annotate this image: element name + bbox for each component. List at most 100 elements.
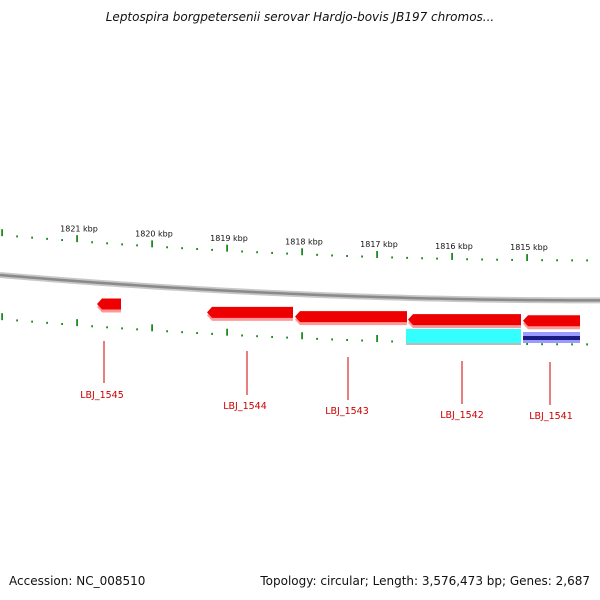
scale-labels: 1821 kbp 1820 kbp 1819 kbp 1818 kbp 1817 kbp… [60, 224, 548, 252]
feature-cyan-shadow [406, 343, 521, 345]
outer-tick-0 [1, 229, 3, 237]
gene-label-5: LBJ_1541 [529, 411, 573, 422]
outer-tick-37 [556, 259, 558, 262]
outer-tick-24 [361, 255, 363, 258]
topology-summary: Topology: circular; Length: 3,576,473 bp… [260, 574, 590, 588]
gene-arrow-1 [97, 298, 121, 310]
outer-tick-21 [316, 253, 318, 256]
scale-label-5: 1817 kbp [360, 240, 398, 249]
inner-tick-21 [316, 337, 318, 340]
inner-tick-18 [271, 335, 273, 338]
outer-tick-25 [376, 251, 378, 259]
gene-arrow-5 [523, 315, 580, 327]
outer-tick-22 [331, 254, 333, 257]
scale-label-3: 1819 kbp [210, 234, 248, 243]
inner-tick-38 [571, 343, 573, 346]
outer-tick-10 [151, 240, 153, 248]
scale-label-2: 1820 kbp [135, 229, 173, 238]
outer-tick-27 [406, 256, 408, 259]
gene-label-4: LBJ_1542 [440, 410, 484, 421]
gene-label-1: LBJ_1545 [80, 390, 124, 401]
inner-tick-20 [301, 332, 303, 340]
inner-tick-6 [91, 325, 93, 328]
backbone-outer [0, 272, 600, 304]
outer-tick-20 [301, 248, 303, 256]
scale-label-7: 1815 kbp [510, 243, 548, 252]
scale-ticks-outer [1, 229, 588, 262]
outer-tick-15 [226, 244, 228, 252]
accession-text: Accession: NC_008510 [9, 574, 146, 588]
inner-tick-26 [391, 340, 393, 343]
outer-tick-18 [271, 251, 273, 254]
outer-tick-30 [451, 252, 453, 260]
inner-tick-7 [106, 326, 108, 329]
outer-tick-8 [121, 243, 123, 246]
inner-tick-3 [46, 321, 48, 324]
scale-label-1: 1821 kbp [60, 224, 98, 233]
inner-tick-36 [541, 343, 543, 346]
inner-tick-37 [556, 343, 558, 346]
outer-tick-7 [106, 242, 108, 245]
inner-tick-16 [241, 334, 243, 337]
outer-tick-3 [46, 237, 48, 240]
gene-label-3: LBJ_1543 [325, 406, 369, 417]
gene-features [97, 298, 580, 345]
inner-tick-25 [376, 335, 378, 343]
inner-tick-13 [196, 332, 198, 335]
gene-label-2: LBJ_1544 [223, 401, 267, 412]
chromosome-backbone [0, 272, 600, 304]
inner-tick-19 [286, 336, 288, 339]
inner-tick-4 [61, 323, 63, 326]
inner-tick-1 [16, 319, 18, 322]
outer-tick-32 [481, 258, 483, 261]
outer-tick-36 [541, 259, 543, 262]
outer-tick-4 [61, 239, 63, 242]
scale-label-4: 1818 kbp [285, 237, 323, 246]
outer-tick-29 [436, 257, 438, 260]
inner-tick-10 [151, 324, 153, 332]
outer-tick-23 [346, 254, 348, 257]
outer-tick-28 [421, 257, 423, 260]
outer-tick-14 [211, 248, 213, 251]
outer-tick-12 [181, 247, 183, 250]
inner-tick-11 [166, 330, 168, 333]
outer-tick-1 [16, 235, 18, 238]
inner-tick-23 [346, 338, 348, 341]
inner-tick-9 [136, 328, 138, 331]
outer-tick-2 [31, 236, 33, 239]
scale-label-6: 1816 kbp [435, 242, 473, 251]
outer-tick-9 [136, 244, 138, 247]
outer-tick-31 [466, 258, 468, 261]
inner-tick-22 [331, 338, 333, 341]
outer-tick-16 [241, 250, 243, 253]
outer-tick-19 [286, 252, 288, 255]
inner-tick-0 [1, 313, 3, 321]
outer-tick-11 [166, 246, 168, 249]
inner-tick-12 [181, 331, 183, 334]
feature-navy [523, 336, 580, 340]
inner-tick-8 [121, 327, 123, 330]
outer-tick-6 [91, 241, 93, 244]
gene-arrow-4 [408, 314, 521, 326]
inner-tick-39 [586, 343, 588, 346]
inner-tick-14 [211, 332, 213, 335]
inner-tick-2 [31, 320, 33, 323]
gene-labels: LBJ_1545 LBJ_1544 LBJ_1543 LBJ_1542 LBJ_1541 [80, 341, 573, 422]
outer-tick-35 [526, 254, 528, 262]
outer-tick-13 [196, 248, 198, 251]
outer-tick-26 [391, 256, 393, 259]
gene-arrow-3 [295, 311, 407, 323]
outer-tick-17 [256, 251, 258, 254]
inner-tick-24 [361, 339, 363, 342]
outer-tick-38 [571, 259, 573, 262]
outer-tick-33 [496, 258, 498, 261]
outer-tick-39 [586, 259, 588, 262]
backbone-core [0, 273, 600, 302]
inner-tick-17 [256, 335, 258, 338]
outer-tick-34 [511, 258, 513, 261]
inner-tick-5 [76, 319, 78, 327]
outer-tick-5 [76, 235, 78, 243]
map-title: Leptospira borgpetersenii serovar Hardjo… [105, 10, 495, 24]
inner-tick-15 [226, 328, 228, 336]
